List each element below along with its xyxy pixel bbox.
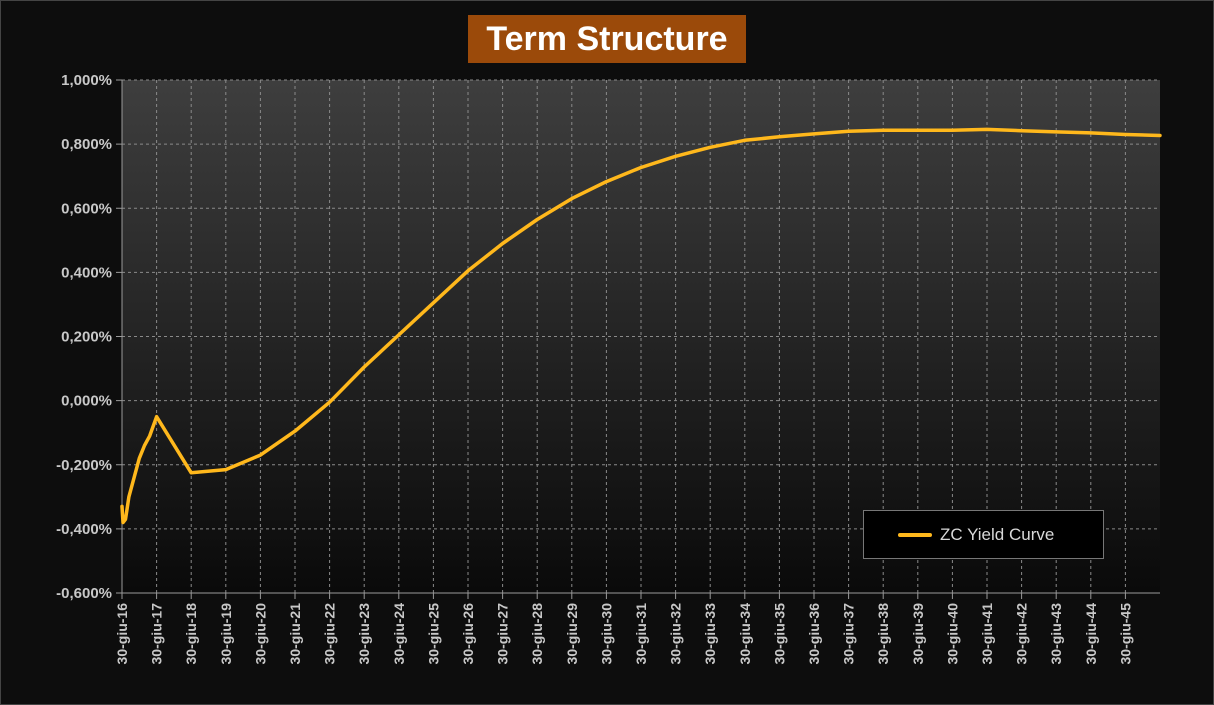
x-tick-label: 30-giu-23	[356, 603, 372, 665]
x-tick-label: 30-giu-41	[979, 603, 995, 665]
y-tick-label: 0,000%	[61, 393, 112, 410]
x-tick-label: 30-giu-42	[1014, 603, 1030, 665]
x-tick-label: 30-giu-32	[668, 603, 684, 665]
x-tick-label: 30-giu-26	[460, 603, 476, 665]
x-tick-label: 30-giu-31	[633, 603, 649, 665]
x-tick-label: 30-giu-43	[1048, 603, 1064, 665]
x-tick-label: 30-giu-21	[287, 603, 303, 665]
x-tick-label: 30-giu-36	[806, 603, 822, 665]
y-tick-label: -0,200%	[56, 457, 112, 474]
y-tick-label: 1,000%	[61, 72, 112, 89]
chart-title-box: Term Structure	[468, 15, 746, 63]
series-line-zc-yield-curve	[120, 127, 1162, 525]
x-tick-label: 30-giu-30	[598, 603, 614, 665]
x-tick-label: 30-giu-29	[564, 603, 580, 665]
x-tick-label: 30-giu-38	[875, 603, 891, 665]
x-tick-label: 30-giu-34	[737, 603, 753, 665]
x-tick-label: 30-giu-17	[149, 603, 165, 665]
x-tick-label: 30-giu-45	[1117, 603, 1133, 665]
x-tick-label: 30-giu-16	[114, 603, 130, 665]
x-tick-label: 30-giu-22	[322, 603, 338, 665]
legend: ZC Yield Curve	[863, 510, 1104, 559]
series-layer	[120, 127, 1162, 525]
x-tick-label: 30-giu-19	[218, 603, 234, 665]
y-tick-label: 0,600%	[61, 200, 112, 217]
chart-title: Term Structure	[486, 19, 728, 58]
x-tick-label: 30-giu-40	[944, 603, 960, 665]
x-tick-label: 30-giu-27	[495, 603, 511, 665]
x-tick-label: 30-giu-37	[841, 603, 857, 665]
y-tick-label: 0,400%	[61, 264, 112, 281]
legend-swatch	[898, 532, 932, 537]
x-tick-label: 30-giu-18	[183, 603, 199, 665]
y-tick-label: 0,200%	[61, 329, 112, 346]
x-tick-label: 30-giu-20	[252, 603, 268, 665]
x-tick-label: 30-giu-44	[1083, 603, 1099, 665]
x-tick-label: 30-giu-28	[529, 603, 545, 665]
x-tick-label: 30-giu-35	[771, 603, 787, 665]
x-tick-label: 30-giu-25	[425, 603, 441, 665]
legend-label: ZC Yield Curve	[940, 524, 1055, 544]
x-tick-label: 30-giu-24	[391, 603, 407, 665]
y-tick-label: -0,400%	[56, 521, 112, 538]
x-tick-label: 30-giu-33	[702, 603, 718, 665]
y-tick-label: 0,800%	[61, 136, 112, 153]
x-tick-label: 30-giu-39	[910, 603, 926, 665]
y-tick-label: -0,600%	[56, 585, 112, 602]
